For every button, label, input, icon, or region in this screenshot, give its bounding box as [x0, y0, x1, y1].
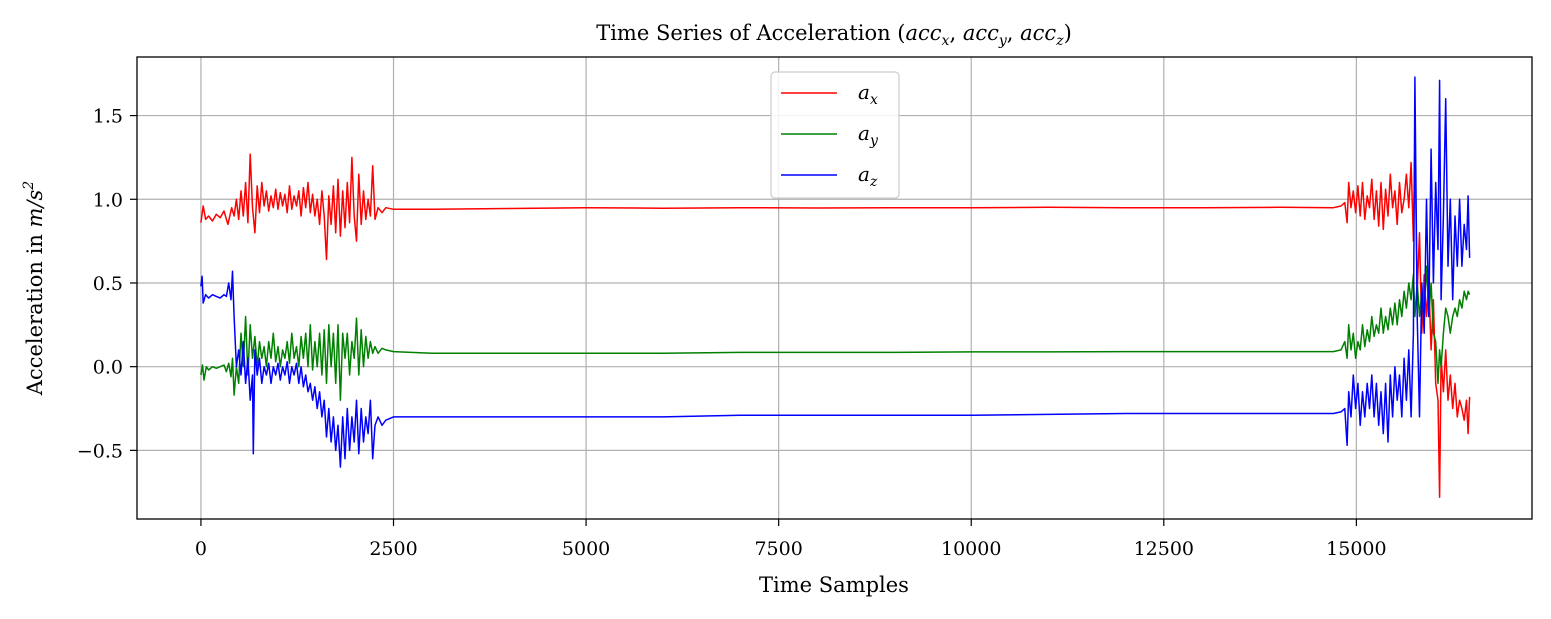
legend-box [770, 71, 900, 199]
legend: ax ay az [770, 71, 900, 199]
y-tick-label: 1.5 [93, 106, 123, 128]
ticks: 0 2500 5000 7500 10000 12500 15000 −0.5 0.0 0.5 1.… [77, 106, 1387, 560]
plot-frame [136, 56, 1533, 520]
y-tick-label: 0.5 [93, 273, 123, 295]
x-tick-label: 2500 [369, 538, 417, 560]
x-axis-label: Time Samples [759, 573, 909, 597]
chart-title: Time Series of Acceleration (accx, accy,… [596, 21, 1072, 49]
y-tick-label: 0.0 [93, 357, 123, 379]
series-line-z [200, 76, 1471, 468]
x-tick-label: 5000 [562, 538, 610, 560]
x-tick-label: 7500 [754, 538, 802, 560]
y-axis-label: Acceleration in m/s2 [21, 181, 47, 397]
x-tick-label: 15000 [1326, 538, 1386, 560]
y-tick-label: −0.5 [77, 440, 123, 462]
legend-label-y: ay [858, 121, 879, 149]
series-line-y [200, 265, 1471, 401]
x-tick-label: 0 [195, 538, 207, 560]
x-tick-label: 12500 [1134, 538, 1194, 560]
grid [137, 57, 1532, 519]
x-tick-label: 10000 [941, 538, 1001, 560]
legend-label-x: ax [858, 80, 878, 108]
series-layer [200, 76, 1471, 498]
legend-label-z: az [858, 162, 878, 190]
y-tick-label: 1.0 [93, 189, 123, 211]
